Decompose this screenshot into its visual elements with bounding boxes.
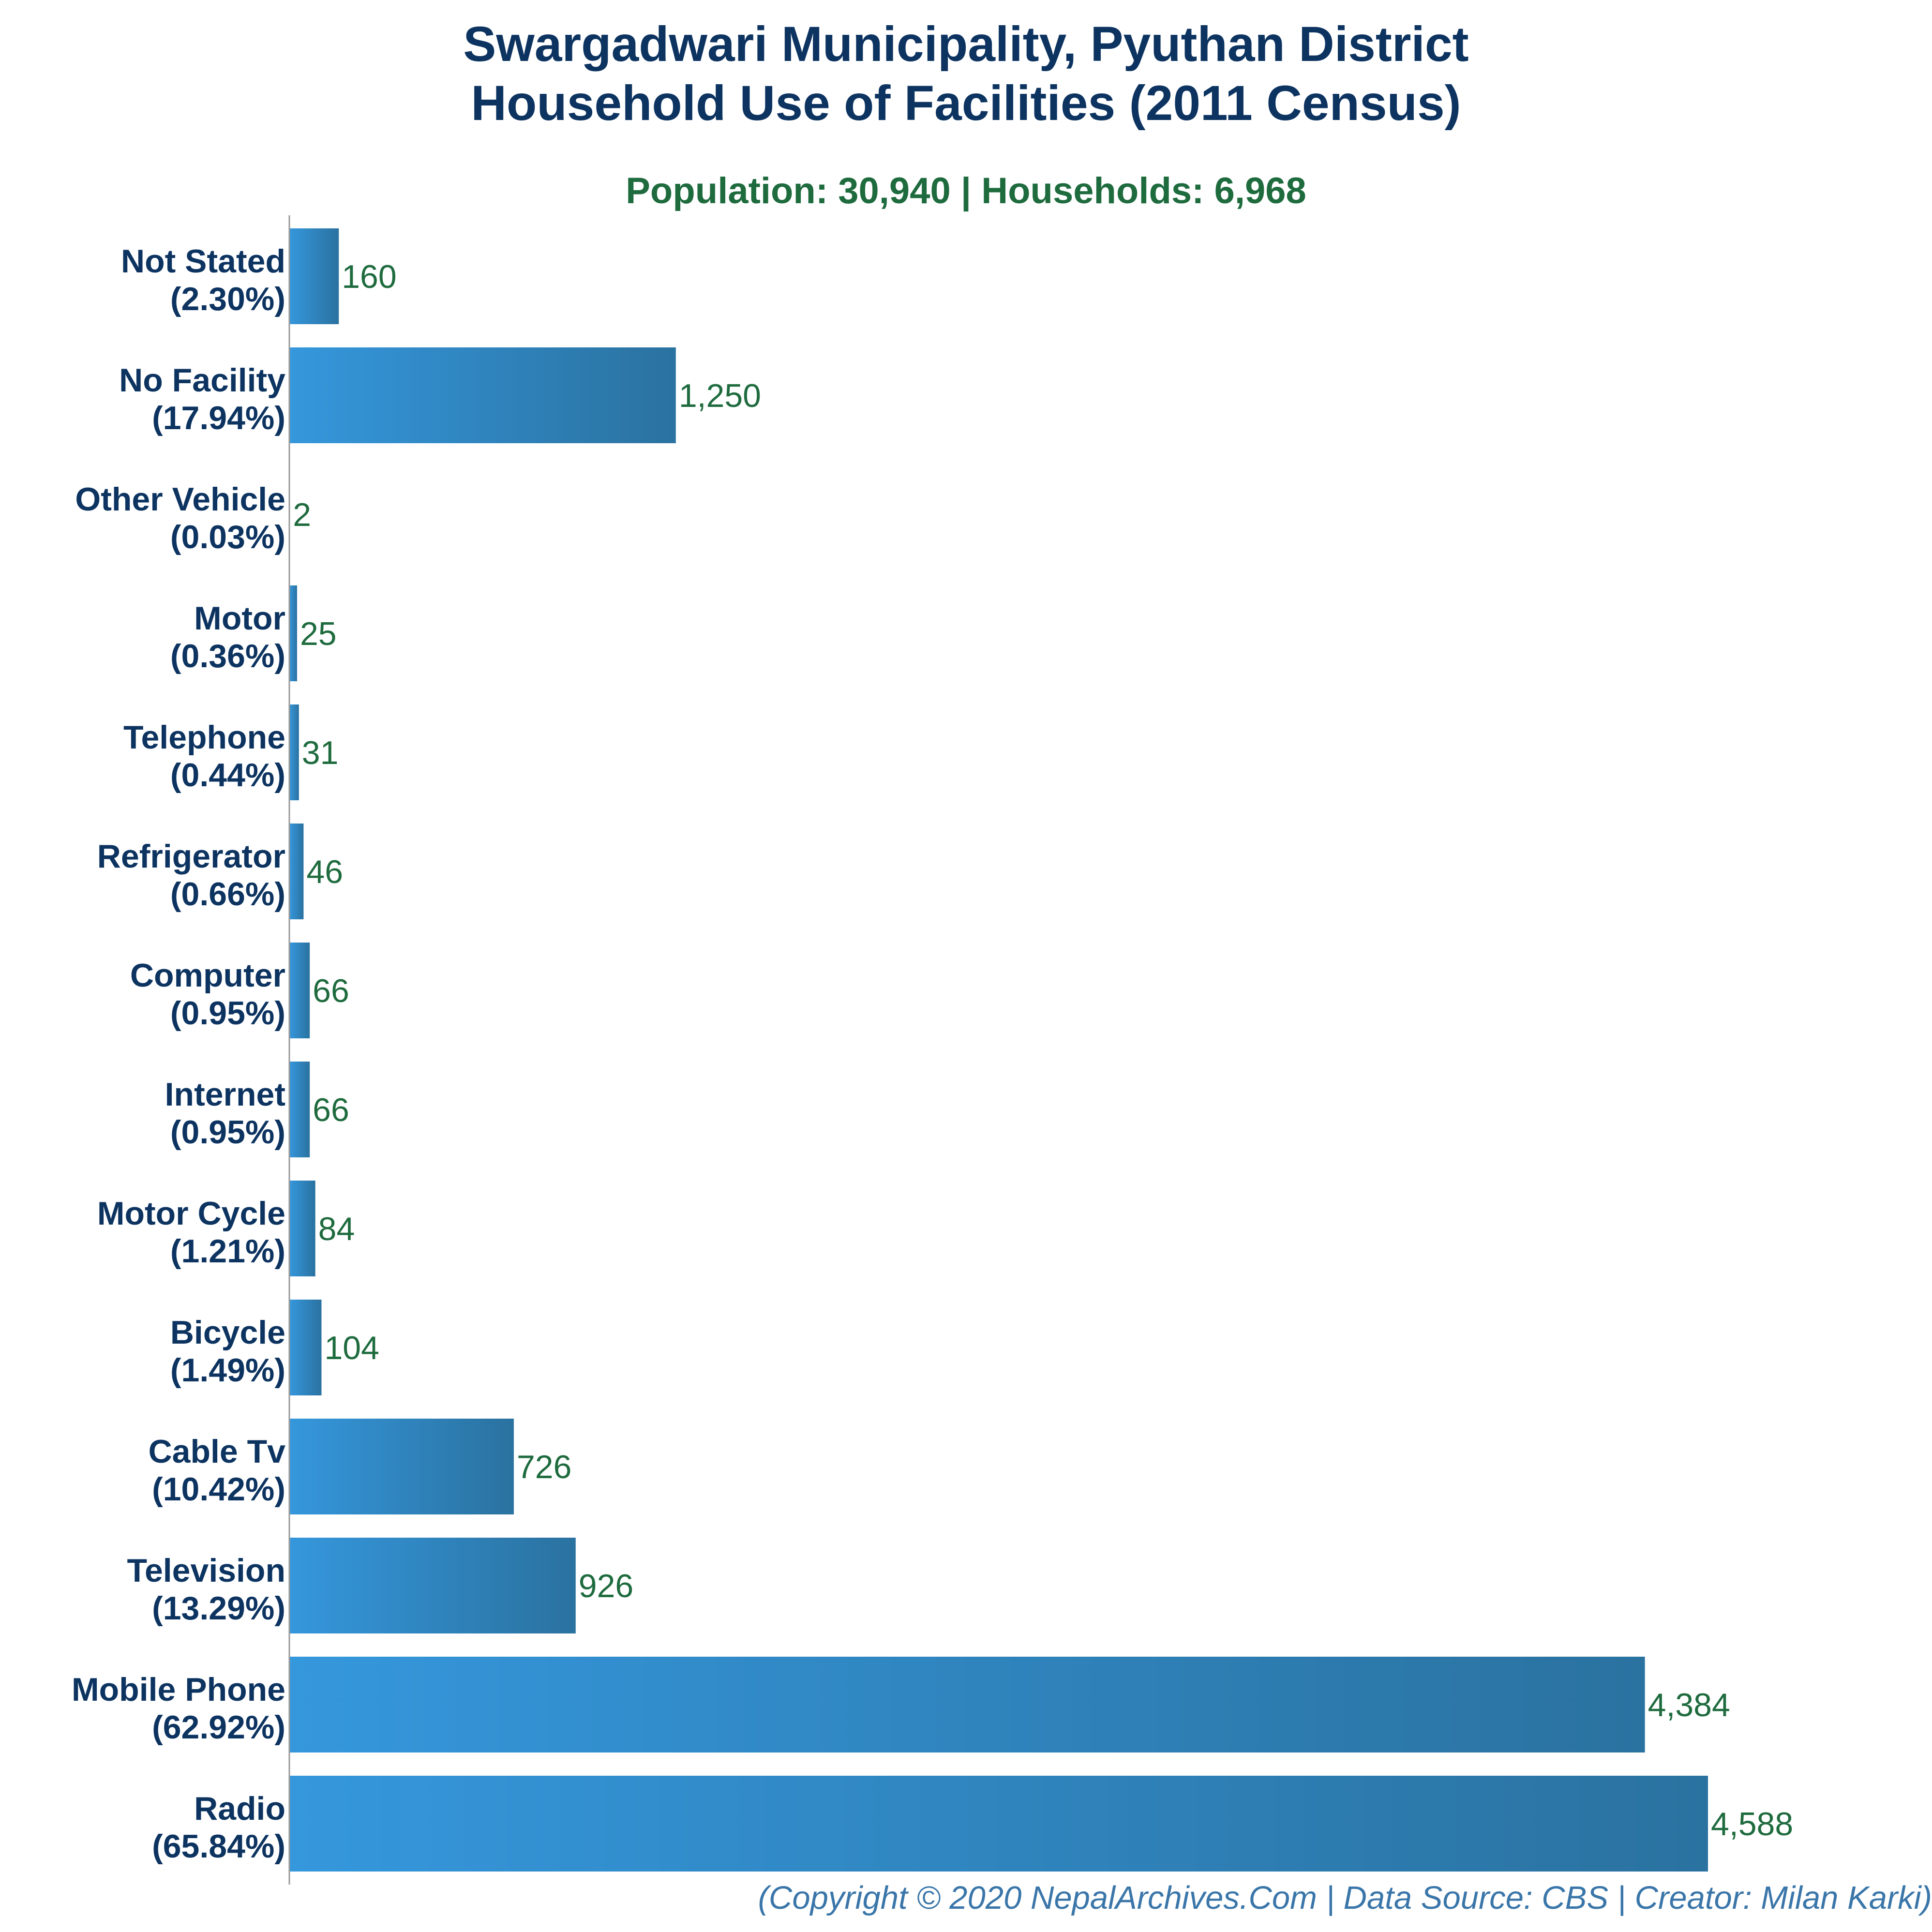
percent-label: (10.42%): [152, 1471, 285, 1508]
category-label: Computer: [130, 957, 285, 994]
percent-label: (1.49%): [170, 1352, 285, 1389]
bar: [289, 1776, 1708, 1872]
bar: [289, 943, 310, 1038]
category-label: Television: [127, 1552, 285, 1589]
value-label: 46: [306, 854, 343, 890]
bar: [289, 1181, 315, 1276]
bar: [289, 1300, 322, 1395]
category-label: Telephone: [123, 719, 285, 756]
chart-title-line-2: Household Use of Facilities (2011 Census…: [471, 75, 1461, 131]
value-label: 31: [302, 734, 339, 771]
category-label: Other Vehicle: [75, 481, 285, 518]
value-label: 1,250: [679, 377, 761, 414]
percent-label: (0.95%): [170, 995, 285, 1032]
value-label: 726: [517, 1449, 571, 1485]
value-label: 4,588: [1711, 1806, 1793, 1842]
chart-title-line-1: Swargadwari Municipality, Pyuthan Distri…: [463, 16, 1469, 72]
value-label: 66: [313, 1092, 349, 1128]
bar: [289, 704, 299, 800]
bar: [289, 1062, 310, 1157]
category-label: Not Stated: [121, 243, 285, 280]
category-label: Motor: [194, 600, 285, 637]
chart-title: Swargadwari Municipality, Pyuthan Distri…: [0, 15, 1932, 133]
percent-label: (62.92%): [152, 1709, 285, 1746]
category-label: Radio: [194, 1790, 285, 1827]
bar: [289, 585, 297, 681]
bar: [289, 1419, 514, 1514]
percent-label: (1.21%): [170, 1233, 285, 1270]
value-label: 160: [342, 258, 396, 295]
chart-subtitle: Population: 30,940 | Households: 6,968: [626, 170, 1306, 211]
percent-label: (0.44%): [170, 757, 285, 794]
bar: [289, 824, 304, 919]
bar: [289, 228, 339, 324]
percent-label: (65.84%): [152, 1828, 285, 1865]
category-label: Bicycle: [170, 1314, 285, 1351]
labels-group: Not Stated(2.30%) 160 No Facility(17.94%) 1…: [72, 243, 1793, 1865]
category-label: Internet: [165, 1076, 285, 1113]
value-label: 2: [293, 496, 311, 533]
percent-label: (0.03%): [170, 519, 285, 555]
percent-label: (13.29%): [152, 1590, 285, 1627]
percent-label: (0.95%): [170, 1114, 285, 1151]
category-label: Cable Tv: [149, 1433, 286, 1470]
value-label: 4,384: [1648, 1687, 1730, 1723]
bar: [289, 1538, 576, 1633]
value-label: 104: [324, 1330, 379, 1366]
value-label: 66: [313, 973, 349, 1009]
category-label: Mobile Phone: [72, 1671, 285, 1708]
percent-label: (2.30%): [170, 281, 285, 317]
bar: [289, 1657, 1645, 1752]
value-label: 926: [579, 1568, 633, 1604]
value-label: 25: [300, 615, 337, 652]
category-label: Motor Cycle: [97, 1195, 285, 1232]
bars-group: [289, 228, 1708, 1872]
bar: [289, 347, 676, 443]
value-label: 84: [318, 1211, 355, 1247]
category-label: Refrigerator: [97, 838, 285, 875]
percent-label: (17.94%): [152, 400, 285, 436]
percent-label: (0.36%): [170, 638, 285, 674]
category-label: No Facility: [119, 362, 285, 399]
percent-label: (0.66%): [170, 876, 285, 913]
footer-credit: (Copyright © 2020 NepalArchives.Com | Da…: [758, 1880, 1932, 1916]
